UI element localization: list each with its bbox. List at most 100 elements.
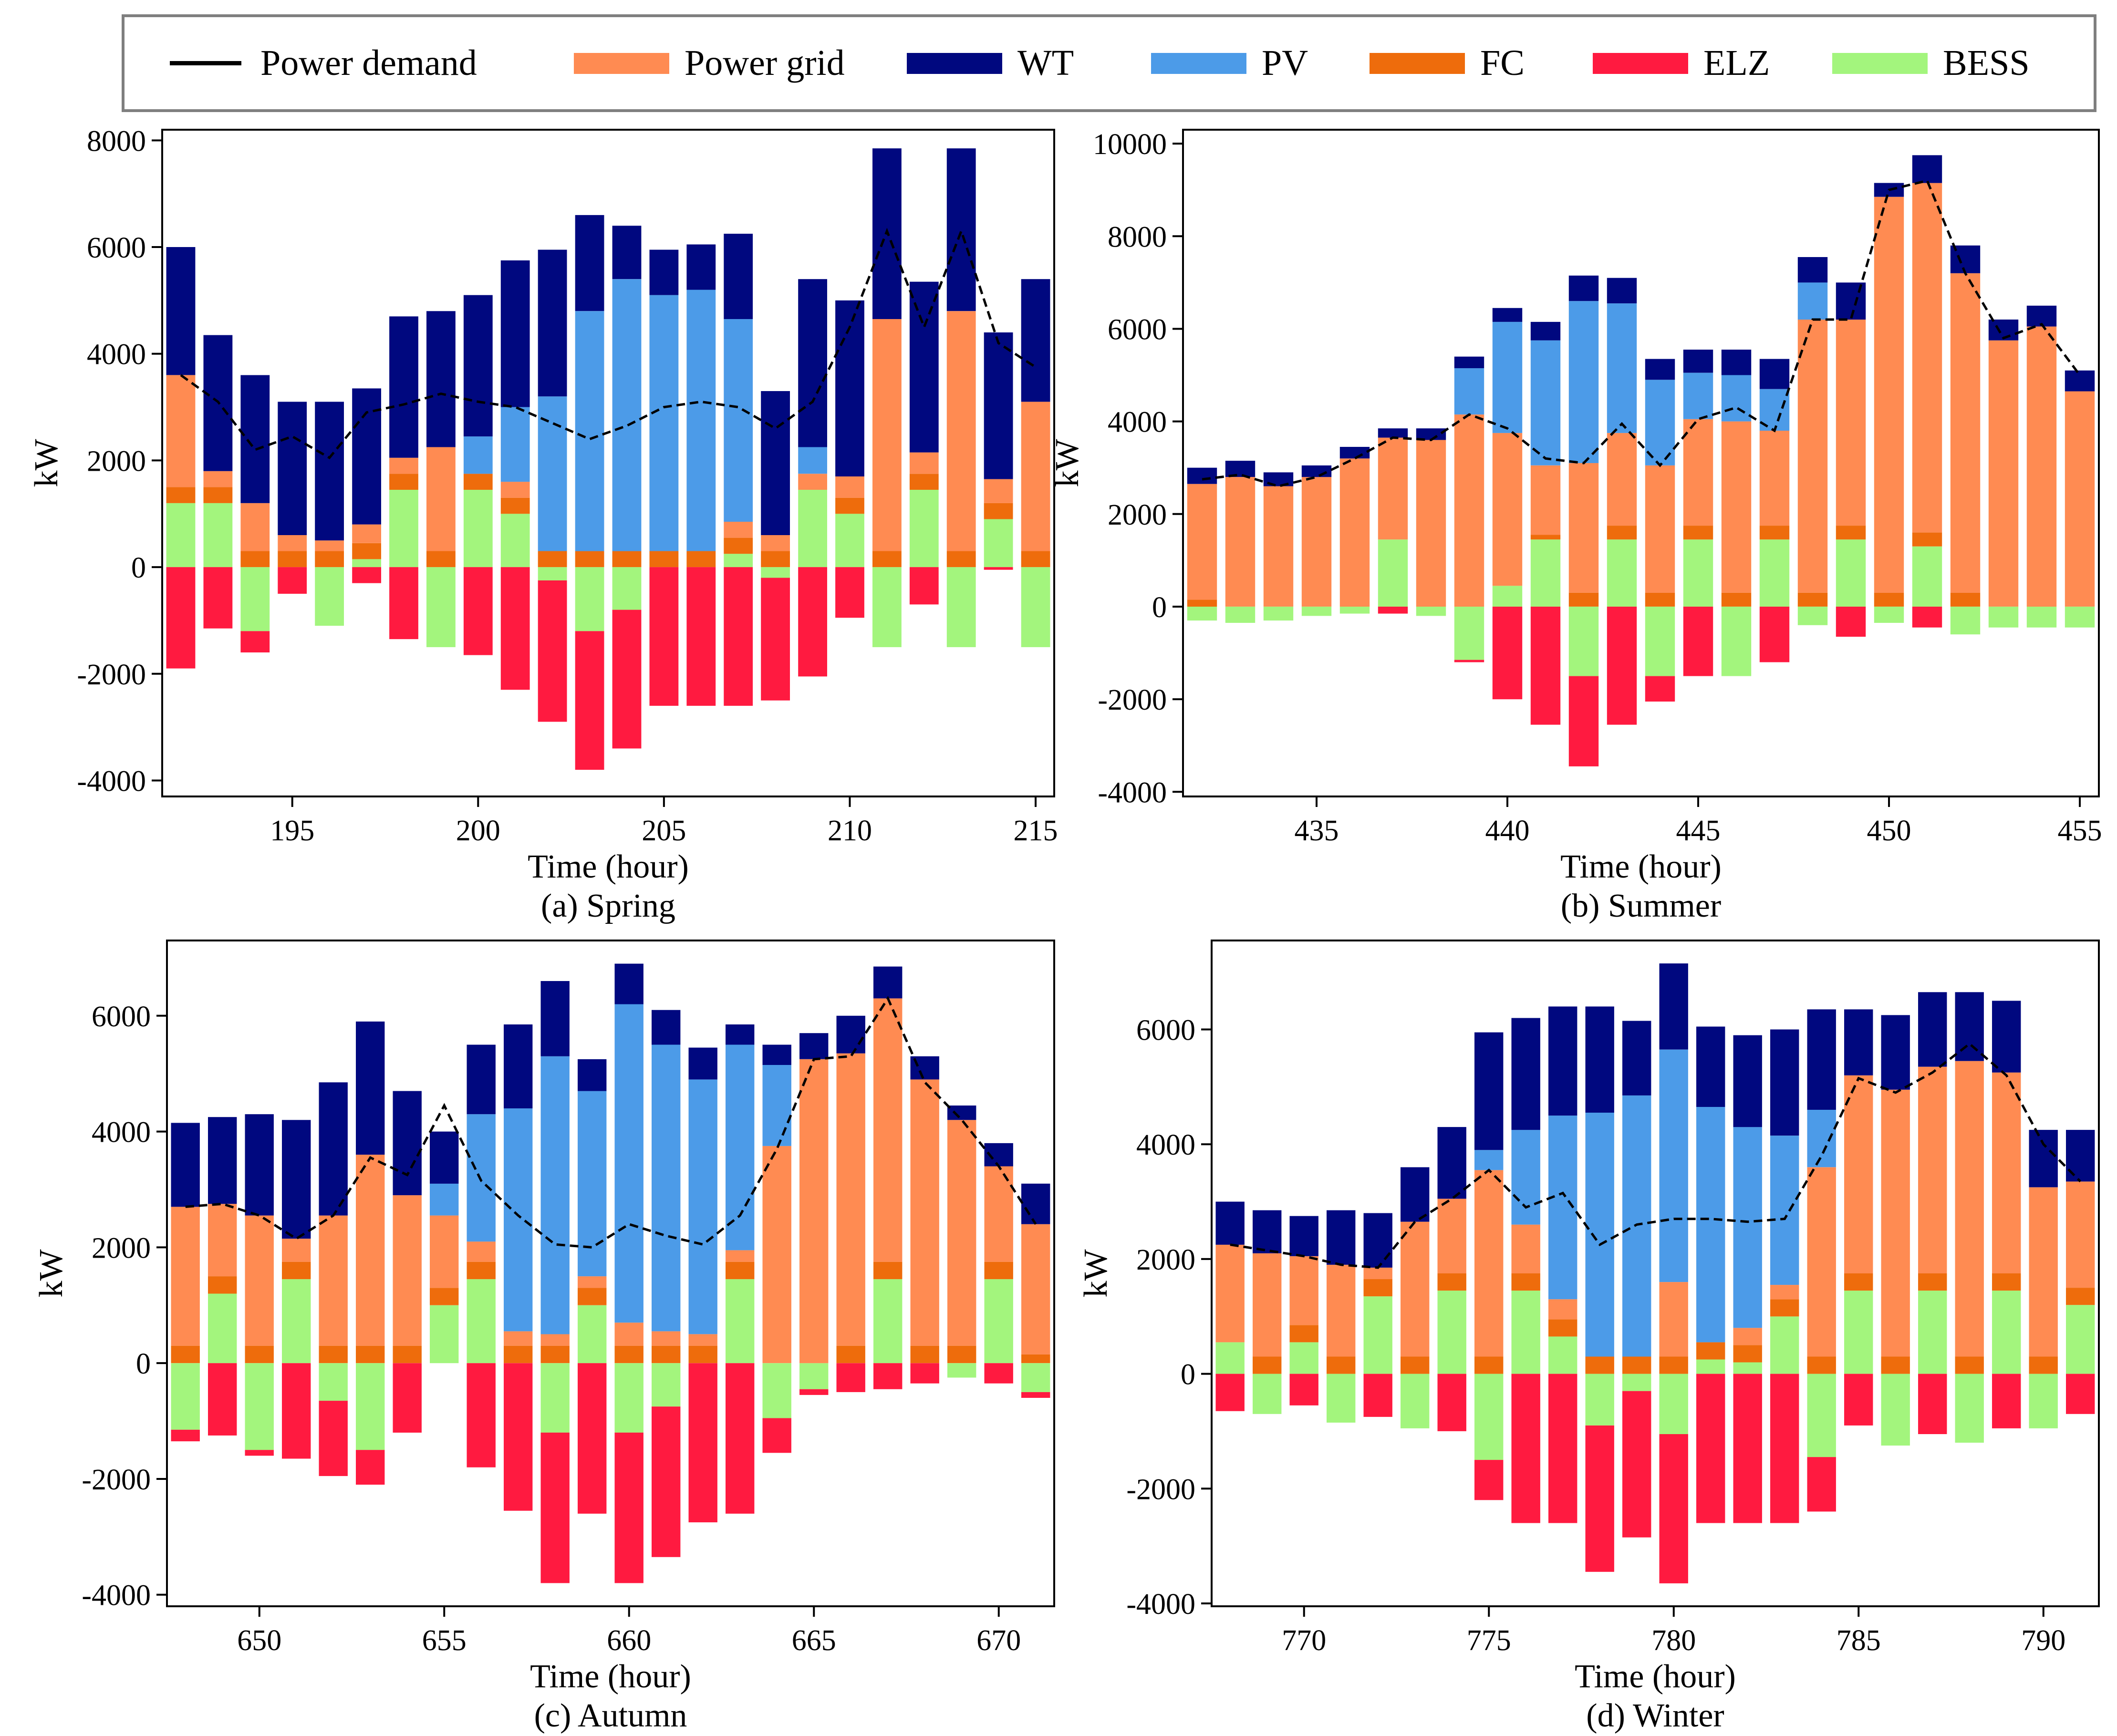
y-tick-label: 0 — [131, 552, 146, 584]
bar-elz-198 — [389, 567, 418, 640]
bar-power_grid-194 — [240, 503, 270, 551]
bar-elz-670 — [984, 1363, 1013, 1384]
bar-fc-208 — [761, 551, 790, 568]
bar-bess-649 — [208, 1293, 237, 1364]
bar-bess-652 — [319, 1363, 348, 1401]
bar-pv-780 — [1659, 1049, 1688, 1282]
y-tick-label: 8000 — [1108, 221, 1167, 253]
bar-pv-778 — [1585, 1113, 1614, 1357]
bar-pv-663 — [726, 1044, 755, 1250]
plot-frame — [166, 940, 1055, 1607]
y-tick-label: 6000 — [1136, 1014, 1195, 1047]
bar-wt-195 — [278, 402, 307, 535]
x-axis-label: Time (hour) — [1560, 848, 1722, 885]
bar-elz-776 — [1511, 1374, 1540, 1523]
bar-fc-786 — [1881, 1356, 1910, 1374]
bar-elz-779 — [1622, 1391, 1651, 1538]
bar-bess-209 — [798, 489, 827, 568]
bar-elz-781 — [1696, 1374, 1725, 1523]
bar-bess-447 — [1759, 539, 1790, 607]
bar-elz-661 — [652, 1406, 681, 1557]
bar-bess-437 — [1378, 539, 1408, 607]
x-tick-label: 670 — [976, 1624, 1021, 1657]
bar-bess-663 — [726, 1279, 755, 1364]
bar-wt-443 — [1607, 278, 1637, 304]
bar-wt-437 — [1378, 428, 1408, 438]
bar-wt-203 — [575, 215, 604, 311]
bar-elz-214 — [984, 567, 1013, 570]
bar-wt-649 — [208, 1117, 237, 1204]
bar-pv-441 — [1530, 340, 1561, 465]
bar-fc-777 — [1548, 1319, 1577, 1337]
bar-bess-434 — [1263, 607, 1294, 621]
bar-pv-660 — [614, 1004, 643, 1323]
bar-bess-784 — [1807, 1374, 1836, 1457]
bar-fc-670 — [984, 1261, 1013, 1280]
bar-bess-671 — [1021, 1363, 1050, 1392]
y-tick-label: 2000 — [92, 1232, 151, 1264]
bar-power_grid-453 — [1988, 340, 2019, 607]
bar-pv-659 — [578, 1091, 607, 1277]
bar-elz-772 — [1363, 1374, 1392, 1417]
bar-fc-787 — [1918, 1273, 1947, 1291]
bar-elz-663 — [726, 1363, 755, 1514]
bar-power_grid-213 — [946, 311, 976, 551]
bar-elz-791 — [2066, 1374, 2095, 1414]
bar-bess-208 — [761, 567, 790, 578]
x-tick-label: 775 — [1467, 1624, 1511, 1657]
bar-wt-783 — [1770, 1029, 1799, 1136]
plot-frame — [161, 129, 1055, 797]
bar-wt-775 — [1474, 1032, 1504, 1150]
bar-power_grid-192 — [166, 375, 196, 487]
y-tick-label: -4000 — [1126, 1588, 1195, 1621]
bar-pv-779 — [1622, 1095, 1651, 1357]
bar-elz-441 — [1530, 607, 1561, 725]
bar-bess-444 — [1645, 607, 1675, 676]
bar-power_grid-665 — [799, 1059, 829, 1364]
bar-bess-655 — [430, 1305, 459, 1364]
bar-bess-769 — [1253, 1374, 1282, 1414]
bar-wt-787 — [1918, 992, 1947, 1067]
plot-area — [1187, 155, 2095, 766]
bar-pv-439 — [1454, 368, 1484, 415]
bar-elz-774 — [1437, 1374, 1466, 1431]
bar-bess-203 — [575, 567, 604, 631]
bar-wt-669 — [947, 1106, 976, 1120]
bar-fc-205 — [649, 551, 679, 568]
bar-power_grid-440 — [1492, 433, 1523, 586]
bar-elz-205 — [649, 567, 679, 706]
bar-fc-432 — [1187, 599, 1217, 607]
bar-fc-445 — [1683, 526, 1713, 540]
bar-bess-790 — [2029, 1374, 2058, 1428]
bar-elz-668 — [910, 1363, 939, 1384]
bar-elz-671 — [1021, 1392, 1050, 1398]
bar-pv-200 — [463, 436, 493, 474]
power-demand-line — [180, 227, 1037, 460]
bar-fc-783 — [1770, 1299, 1799, 1317]
bar-fc-784 — [1807, 1356, 1836, 1374]
bar-fc-778 — [1585, 1356, 1614, 1374]
bar-power_grid-438 — [1416, 440, 1446, 607]
bar-power_grid-198 — [389, 457, 418, 474]
bar-bess-211 — [872, 567, 902, 647]
y-tick-label: 4000 — [1108, 406, 1167, 439]
bar-bess-661 — [652, 1363, 681, 1407]
bar-bess-787 — [1918, 1291, 1947, 1374]
bar-wt-214 — [984, 332, 1013, 479]
bar-fc-443 — [1607, 526, 1637, 540]
bar-wt-662 — [688, 1047, 717, 1080]
bar-elz-193 — [203, 567, 233, 629]
bar-pv-446 — [1721, 375, 1752, 422]
bar-fc-442 — [1568, 592, 1599, 607]
bar-elz-782 — [1733, 1374, 1762, 1523]
bar-wt-789 — [1992, 1001, 2021, 1073]
bar-bess-455 — [2065, 607, 2095, 628]
bar-wt-665 — [799, 1033, 829, 1059]
bar-fc-668 — [910, 1345, 939, 1364]
bar-wt-441 — [1530, 321, 1561, 341]
y-tick-label: -4000 — [82, 1580, 151, 1612]
y-axis-label: kW — [1049, 439, 1086, 487]
bar-power_grid-662 — [688, 1334, 717, 1346]
bar-elz-195 — [278, 567, 307, 594]
bar-wt-781 — [1696, 1026, 1725, 1107]
